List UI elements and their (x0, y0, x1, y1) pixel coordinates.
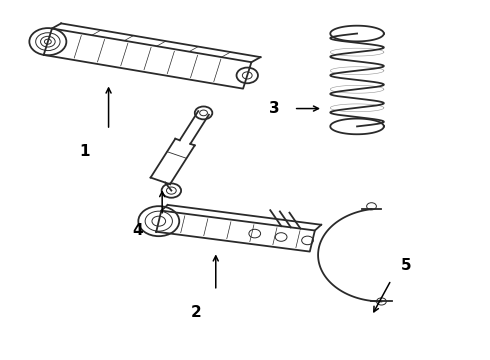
Text: 5: 5 (400, 258, 411, 273)
Text: 1: 1 (79, 144, 90, 159)
Text: 2: 2 (191, 305, 202, 320)
Text: 3: 3 (269, 101, 280, 116)
Text: 4: 4 (132, 222, 143, 238)
